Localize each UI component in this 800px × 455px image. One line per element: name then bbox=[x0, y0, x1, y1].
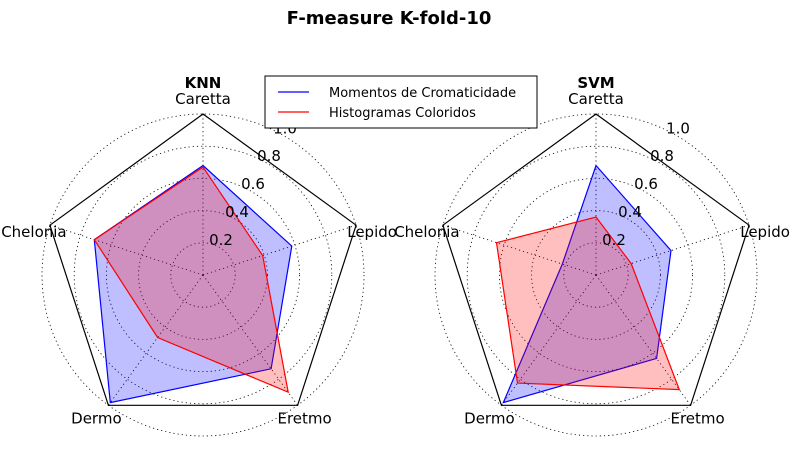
spoke-2 bbox=[202, 274, 298, 406]
grid-circle-3 bbox=[466, 145, 726, 405]
spoke-1 bbox=[202, 224, 357, 276]
legend: Momentos de Cromaticidade Histogramas Co… bbox=[264, 75, 538, 129]
radar-frame bbox=[442, 113, 750, 406]
spoke-4 bbox=[442, 224, 597, 276]
radar-chart-0: 0.20.40.60.81.0CarettaLepidoEretmoDermoC… bbox=[1, 74, 397, 437]
grid-circle-0 bbox=[563, 242, 629, 308]
spoke-1 bbox=[595, 224, 750, 276]
rtick-label-0: 0.2 bbox=[602, 231, 626, 249]
grid-circle-4 bbox=[41, 113, 365, 437]
category-label-3: Dermo bbox=[464, 409, 514, 427]
spoke-3 bbox=[108, 274, 204, 406]
series-1-area bbox=[93, 166, 289, 394]
legend-label-1: Histogramas Coloridos bbox=[329, 106, 476, 121]
category-label-1: Lepido bbox=[347, 223, 397, 241]
figure-title: F-measure K-fold-10 bbox=[287, 8, 492, 29]
charts: 0.2 0.4 0.6 0.8 1.0 Caretta Lepido Eretmo Dermo C… bbox=[1, 74, 790, 437]
legend-box bbox=[264, 75, 538, 129]
category-label-4: Chelonia bbox=[394, 223, 459, 241]
rtick-label-1: 0.4 bbox=[225, 203, 249, 221]
rtick-label-0: 0.2 bbox=[209, 231, 233, 249]
radar-frame bbox=[49, 113, 357, 406]
rtick-label-4: 1.0 bbox=[666, 119, 690, 137]
category-label-2: Eretmo bbox=[277, 409, 331, 427]
category-label-0: Caretta bbox=[175, 90, 231, 108]
category-label-1: Lepido bbox=[740, 223, 790, 241]
category-label-0: Caretta bbox=[568, 90, 624, 108]
spoke-4 bbox=[49, 224, 204, 276]
rtick-label-1: 0.4 bbox=[618, 203, 642, 221]
rtick-label-3: 0.8 bbox=[650, 147, 674, 165]
rtick-label-2: 0.6 bbox=[634, 175, 658, 193]
category-label-2: Eretmo bbox=[670, 409, 724, 427]
series-0-area bbox=[502, 164, 672, 404]
spoke-2 bbox=[595, 274, 691, 406]
radar-chart-1: 0.2 0.4 0.6 0.8 1.0 Caretta Lepido Eretmo Dermo C… bbox=[394, 74, 790, 437]
grid-circle-1 bbox=[138, 210, 268, 340]
subplot-title: SVM bbox=[577, 74, 614, 92]
rtick-label-2: 0.6 bbox=[241, 175, 265, 193]
category-label-4: Chelonia bbox=[1, 223, 66, 241]
legend-label-0: Momentos de Cromaticidade bbox=[329, 86, 516, 101]
series-1-area bbox=[495, 216, 681, 391]
grid-circle-0 bbox=[170, 242, 236, 308]
subplot-title: KNN bbox=[185, 74, 222, 92]
spoke-3 bbox=[501, 274, 597, 406]
grid-circle-3 bbox=[73, 145, 333, 405]
grid-circle-1 bbox=[531, 210, 661, 340]
rtick-label-3: 0.8 bbox=[257, 147, 281, 165]
category-label-3: Dermo bbox=[71, 409, 121, 427]
grid-circle-4 bbox=[434, 113, 758, 437]
